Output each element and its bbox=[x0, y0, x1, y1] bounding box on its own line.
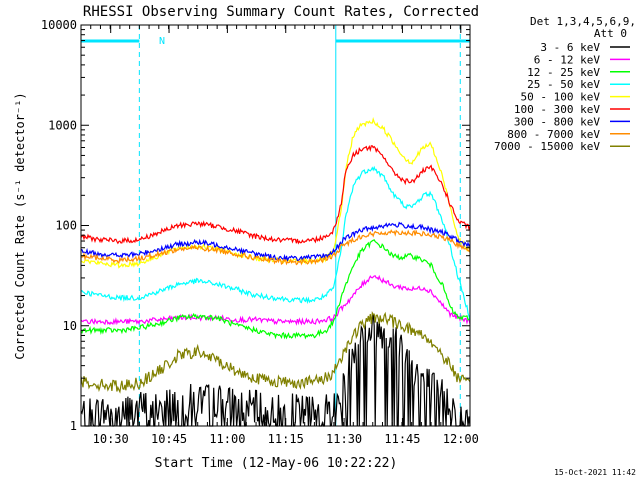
x-tick-label: 11:00 bbox=[209, 432, 245, 446]
x-tick-label: 11:45 bbox=[384, 432, 420, 446]
x-axis-label: Start Time (12-May-06 10:22:22) bbox=[155, 456, 398, 471]
night-flag-label: N bbox=[159, 36, 165, 47]
x-ticks: 10:30 10:45 11:00 11:15 11:30 11:45 12:00 bbox=[80, 25, 479, 446]
legend-label: 12 - 25 keV bbox=[527, 66, 600, 79]
series-line-800to7000keV bbox=[80, 229, 471, 266]
legend-header-line-1: Det 1,3,4,5,6,9, bbox=[530, 15, 636, 28]
series-line-7000to15000keV bbox=[80, 311, 471, 394]
series-line-300to800keV bbox=[80, 221, 471, 263]
footer-timestamp: 15-Oct-2021 11:42 bbox=[554, 468, 636, 477]
x-tick-label: 11:15 bbox=[268, 432, 304, 446]
legend-label: 7000 - 15000 keV bbox=[494, 140, 600, 153]
legend-label: 100 - 300 keV bbox=[514, 103, 600, 116]
x-tick-label: 11:30 bbox=[326, 432, 362, 446]
y-tick-label: 100 bbox=[55, 219, 77, 233]
legend-label: 3 - 6 keV bbox=[540, 41, 600, 54]
series-line-25to50keV bbox=[80, 165, 471, 321]
legend-label: 25 - 50 keV bbox=[527, 78, 600, 91]
legend-label: 6 - 12 keV bbox=[534, 53, 601, 66]
legend-header-line-2: Att 0 bbox=[594, 27, 627, 40]
legend-label: 300 - 800 keV bbox=[514, 115, 600, 128]
y-tick-label: 10000 bbox=[41, 18, 77, 32]
legend-label: 800 - 7000 keV bbox=[507, 128, 600, 141]
x-tick-label: 10:30 bbox=[93, 432, 129, 446]
x-tick-label: 10:45 bbox=[151, 432, 187, 446]
series-line-12to25keV bbox=[80, 239, 471, 340]
y-tick-label: 1000 bbox=[48, 118, 77, 132]
series-line-3to6keV bbox=[80, 314, 471, 428]
series-lines bbox=[80, 117, 471, 428]
series-line-100to300keV bbox=[80, 145, 471, 245]
y-axis-label: Corrected Count Rate (s⁻¹ detector⁻¹) bbox=[13, 92, 27, 359]
x-tick-label: 12:00 bbox=[443, 432, 479, 446]
y-ticks: 1 10 100 1000 10000 bbox=[41, 18, 470, 433]
chart-title: RHESSI Observing Summary Count Rates, Co… bbox=[83, 4, 479, 20]
y-tick-label: 10 bbox=[63, 319, 77, 333]
y-tick-label: 1 bbox=[70, 419, 77, 433]
legend-label: 50 - 100 keV bbox=[521, 91, 601, 104]
series-line-6to12keV bbox=[80, 274, 471, 326]
